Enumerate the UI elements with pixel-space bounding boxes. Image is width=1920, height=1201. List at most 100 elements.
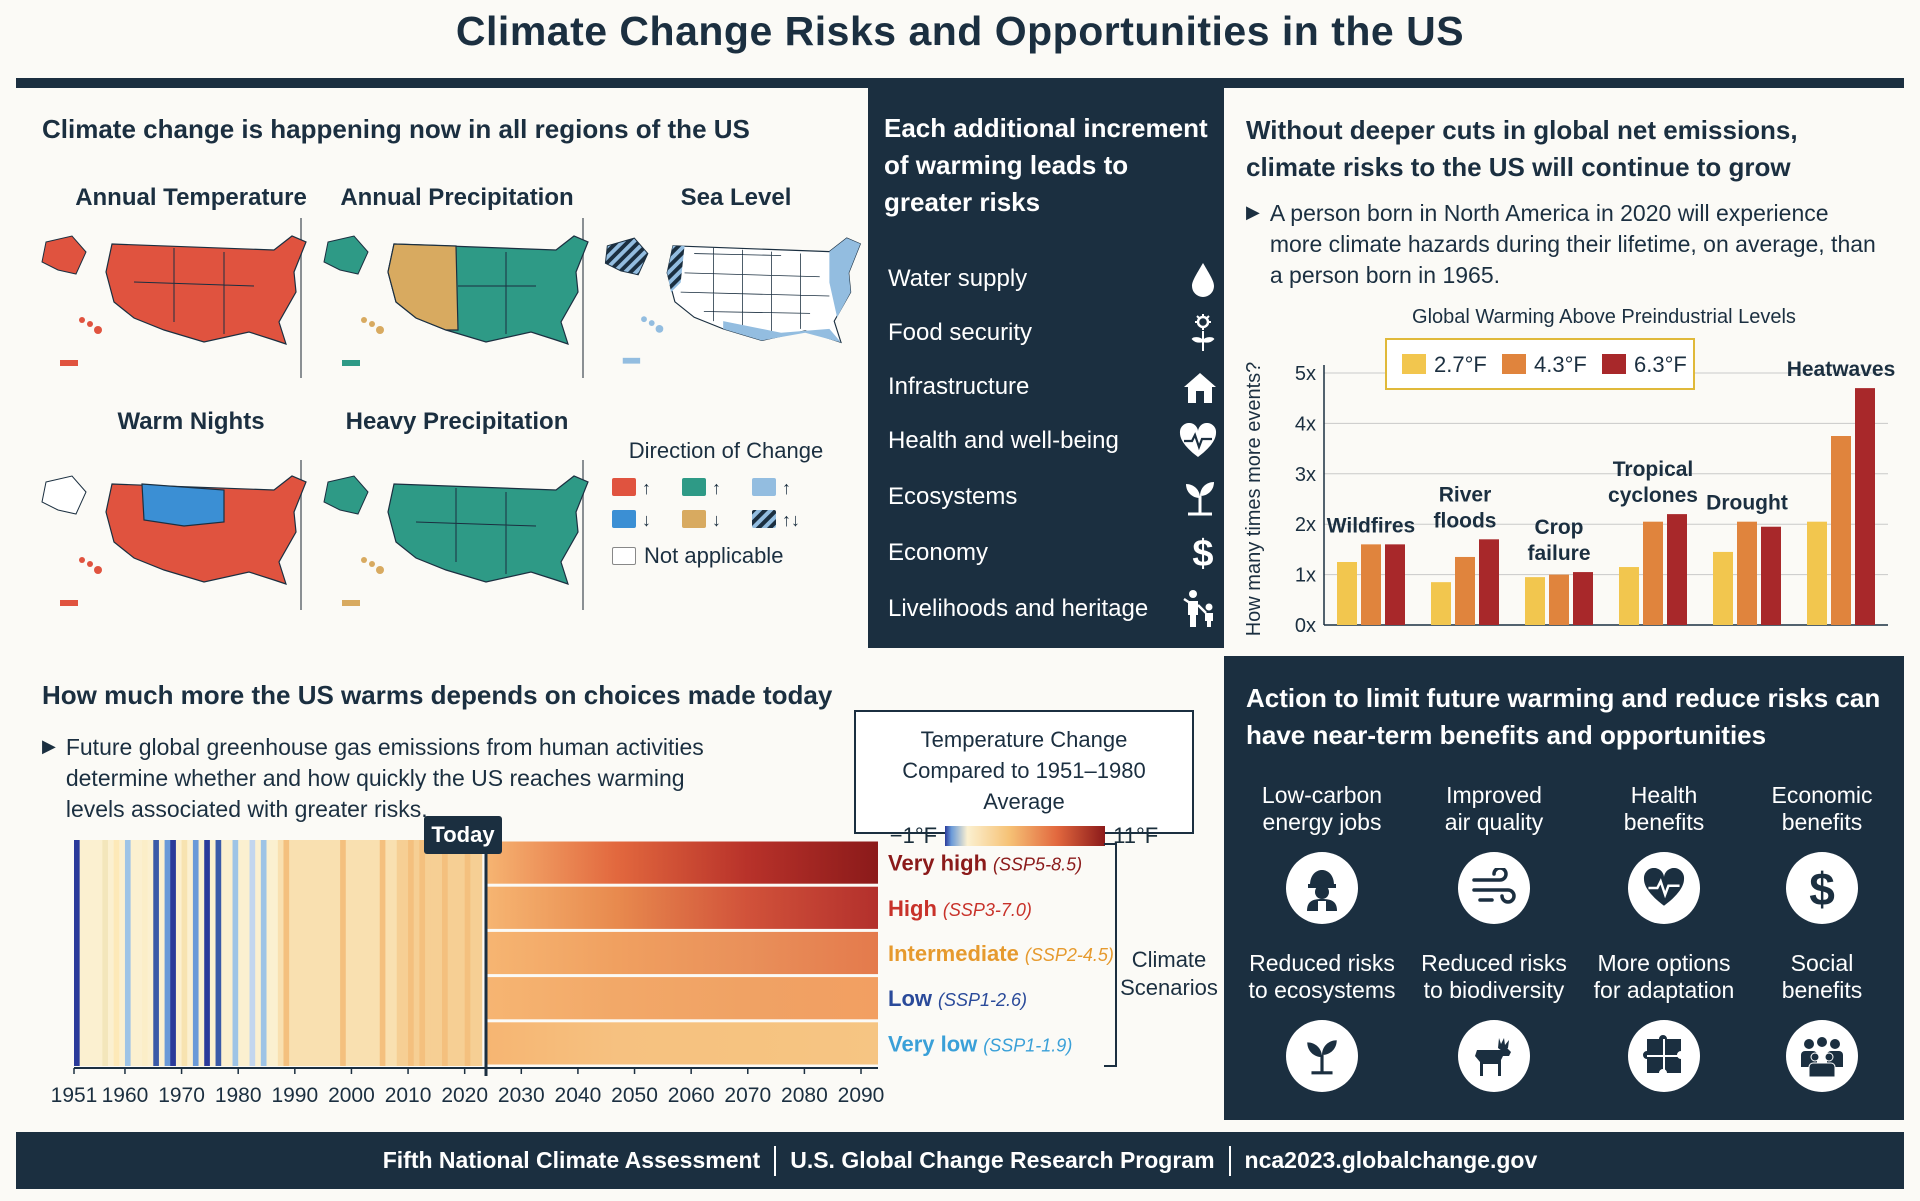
bullet-text: A person born in North America in 2020 w… [1269,200,1876,288]
map-sea-level [604,237,862,364]
scenario-bracket [1104,843,1117,1067]
sprout-icon [1286,1020,1358,1092]
legend-swatch [1502,354,1526,374]
footer-item[interactable]: nca2023.globalchange.gov [1244,1147,1538,1173]
benefit-label: More options for adaptation [1594,950,1735,1004]
svg-text:↑: ↑ [782,478,791,498]
y-tick-label: 2x [1295,514,1316,536]
category-label: failure [1527,542,1590,565]
stripe [74,840,81,1066]
map-annual-temperature [41,235,307,366]
risk-economy: Economy $ [888,528,1218,578]
stripe [79,840,86,1066]
scenario-label: Low (SSP1-2.6) [888,986,1027,1011]
scenario-band [486,886,878,929]
y-tick-label: 4x [1295,413,1316,435]
temperature-gradient-bar [945,826,1106,846]
x-tick-label: 2040 [555,1084,602,1107]
bar [1643,521,1663,625]
x-tick-label: 1990 [271,1084,318,1107]
category-label: cyclones [1608,484,1698,507]
map-divider [582,218,584,378]
x-tick-label: 2050 [611,1084,658,1107]
x-tick-label: 1960 [102,1084,149,1107]
svg-text:↑: ↑ [642,478,651,498]
stripe [255,840,262,1066]
stripe [476,840,483,1066]
svg-text:$: $ [1192,533,1213,573]
stripe [345,840,353,1066]
stripe [385,840,392,1066]
plant-sun-icon [1191,314,1215,351]
legend-swatch [1402,354,1426,374]
legend-max-label: 11°F [1113,823,1159,848]
stripe [232,840,239,1066]
direction-legend-swatches: ↑ ↑ ↑ ↓ ↓ ↑↓ [612,478,800,530]
bar [1549,574,1569,625]
stripe [379,840,387,1066]
map-annual-temperature-shapes [41,235,307,366]
benefit-label-line: Improved [1446,782,1542,808]
panel-benefits-heading: Action to limit future warming and reduc… [1246,683,1881,750]
stripe [396,840,403,1066]
stripe [204,840,211,1066]
stripe [374,840,381,1066]
benefit-label-line: to ecosystems [1248,977,1396,1003]
svg-text:$: $ [1809,865,1835,911]
category-label: Heatwaves [1787,358,1896,381]
benefit-item: More options for adaptation [1584,950,1744,1092]
stripe [226,840,234,1066]
benefit-label: Low-carbon energy jobs [1262,782,1382,836]
scenario-band [486,931,878,975]
stripe [368,840,375,1066]
map-annual-precipitation [323,235,589,366]
stripe [470,840,477,1066]
dollar-icon: $ [1786,852,1858,924]
risk-label: Food security [888,319,1033,346]
benefit-label-line: energy jobs [1262,809,1382,835]
sprout-icon [1186,482,1214,516]
risk-water-supply: Water supply [888,254,1218,304]
svg-text:↓: ↓ [642,510,651,530]
scenario-code: (SSP5-8.5) [993,855,1082,875]
stripe [141,840,149,1066]
category-label: Crop [1535,516,1584,539]
stripe [430,840,437,1066]
risk-label: Infrastructure [888,373,1030,400]
temperature-legend: Temperature Change Compared to 1951–1980… [854,710,1194,848]
map-label-annual-temperature: Annual Temperature [75,184,307,211]
svg-text:↓: ↓ [712,510,721,530]
temperature-legend-title: Temperature Change Compared to 1951–1980… [902,727,1146,814]
house-icon [1184,373,1216,403]
scenario-label: Very high (SSP5-8.5) [888,851,1082,876]
stripe [447,840,454,1066]
x-tick-label: 2020 [441,1084,488,1107]
stripe [283,840,290,1066]
benefit-label: Health benefits [1624,782,1705,836]
panel-regions-heading: Climate change is happening now in all r… [42,114,750,144]
stripe [357,840,364,1066]
stripe [391,840,398,1066]
category-label: Drought [1706,492,1788,515]
stripe [277,840,285,1066]
stripe [266,840,273,1066]
scenario-band [486,841,878,884]
stripe [170,840,177,1066]
scenario-name: Very low [888,1031,978,1056]
stripe [175,840,183,1066]
bullet-triangle-icon: ▶ [42,736,56,756]
y-tick-label: 3x [1295,464,1316,486]
scenario-band [486,977,878,1020]
family-icon [1183,590,1213,627]
category-label: floods [1434,509,1497,532]
risk-infrastructure: Infrastructure [888,362,1218,412]
legend-min-label: −1°F [889,823,938,848]
map-warm-nights [41,475,307,606]
stripe [136,840,143,1066]
moose-icon [1458,1020,1530,1092]
y-tick-label: 1x [1295,565,1316,587]
footer: Fifth National Climate Assessment U.S. G… [16,1132,1904,1189]
bar [1667,514,1687,625]
bullet-text: Future global greenhouse gas emissions f… [65,734,704,822]
bar [1737,521,1757,625]
